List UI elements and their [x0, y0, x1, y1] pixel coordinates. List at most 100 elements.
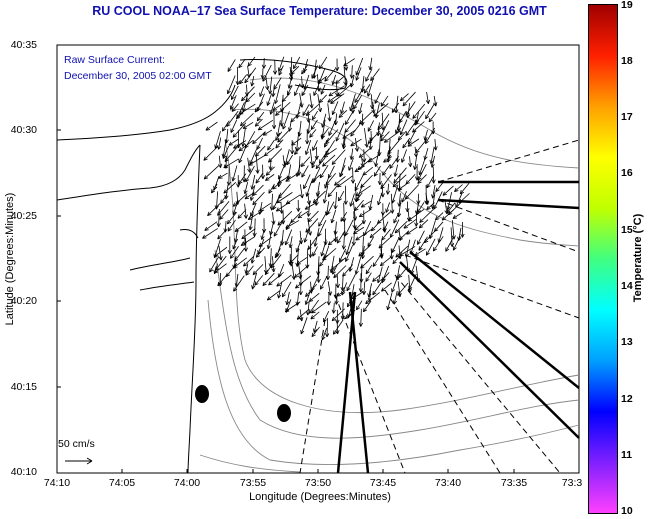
current-vector — [412, 121, 425, 133]
current-vector — [214, 246, 228, 257]
current-vector — [428, 112, 437, 123]
current-vector — [349, 65, 354, 79]
chart-title: RU COOL NOAA–17 Sea Surface Temperature:… — [92, 4, 547, 18]
current-vector — [364, 128, 369, 148]
current-vector — [307, 236, 318, 250]
current-vector — [372, 282, 382, 296]
current-vector — [285, 172, 299, 182]
current-vector — [405, 173, 416, 185]
current-vector — [425, 238, 436, 256]
current-vector — [244, 67, 257, 84]
current-vector — [316, 264, 321, 283]
current-vector — [230, 246, 239, 259]
current-vector — [385, 183, 391, 195]
plot-frame — [56, 44, 580, 474]
current-vector — [408, 156, 413, 167]
current-vector — [408, 273, 417, 291]
current-vector — [355, 67, 362, 81]
current-vector — [373, 165, 381, 177]
current-vector — [431, 166, 436, 184]
current-vector — [248, 155, 265, 166]
current-vector — [402, 137, 411, 149]
colorbar-tick: 12 — [621, 393, 633, 405]
current-vector — [381, 272, 390, 282]
current-vector — [414, 248, 426, 256]
current-vector — [219, 209, 229, 220]
current-vector — [336, 230, 346, 244]
current-vector — [403, 218, 417, 229]
current-vector — [302, 104, 310, 116]
current-vector — [273, 220, 284, 237]
current-vector — [389, 219, 400, 238]
current-vector — [322, 185, 329, 204]
current-vector — [333, 113, 338, 126]
current-vector — [342, 129, 357, 139]
current-vector — [350, 167, 356, 184]
colorbar-tick: 17 — [621, 111, 633, 123]
current-vector — [293, 56, 301, 69]
current-vector — [277, 281, 283, 299]
current-vector — [339, 164, 346, 178]
current-vector — [310, 119, 318, 130]
current-vector — [230, 119, 238, 133]
current-vector — [275, 101, 291, 116]
current-vector — [354, 199, 364, 212]
current-vector — [311, 301, 327, 314]
colorbar-tick: 10 — [621, 505, 633, 517]
current-vector — [362, 166, 374, 176]
current-vector — [379, 257, 391, 267]
current-vector — [275, 139, 284, 149]
current-vector — [287, 74, 293, 89]
current-vector — [433, 139, 438, 151]
current-vector — [405, 255, 411, 273]
current-vector — [267, 139, 275, 151]
current-vector — [243, 255, 255, 267]
current-vector — [391, 275, 399, 293]
current-vector — [425, 103, 435, 120]
current-vector — [251, 272, 258, 290]
current-vector — [349, 193, 355, 207]
current-vector — [326, 292, 331, 306]
current-vector — [338, 190, 345, 202]
current-vector — [401, 149, 407, 163]
current-vector — [340, 274, 345, 291]
current-vector — [378, 237, 391, 249]
current-vector — [319, 255, 328, 267]
current-vector — [205, 121, 218, 131]
current-vector — [350, 138, 362, 147]
current-vector — [238, 140, 254, 152]
current-vector — [250, 174, 256, 190]
current-vector — [245, 265, 254, 276]
current-vector — [343, 58, 355, 67]
colorbar-tick: 18 — [621, 55, 633, 67]
current-vector — [405, 119, 418, 136]
current-vector — [221, 120, 230, 132]
current-vector — [320, 127, 329, 139]
current-vector — [338, 110, 348, 118]
current-vector — [362, 300, 372, 313]
current-vector — [372, 274, 381, 282]
current-vector — [202, 228, 218, 239]
current-vector — [269, 102, 275, 115]
current-vector — [218, 155, 223, 168]
current-vector — [217, 137, 222, 150]
x-tick: 73:45 — [369, 477, 397, 489]
current-vector — [331, 74, 337, 86]
current-vector — [312, 246, 318, 257]
current-vector — [250, 248, 257, 264]
current-vector — [241, 94, 248, 112]
current-vector — [441, 209, 454, 221]
radar-beam-lines — [299, 139, 580, 474]
current-vector — [354, 85, 365, 103]
current-vector — [365, 292, 380, 305]
current-vector — [220, 194, 228, 204]
colorbar-tick: 13 — [621, 336, 633, 348]
current-vector — [235, 66, 240, 85]
current-vector — [344, 309, 356, 320]
x-axis-label: Longitude (Degrees:Minutes) — [249, 491, 391, 503]
current-vector — [218, 172, 228, 179]
current-vector — [306, 200, 311, 217]
current-vector — [366, 77, 374, 97]
current-vector — [271, 84, 276, 97]
current-vector — [383, 221, 389, 232]
